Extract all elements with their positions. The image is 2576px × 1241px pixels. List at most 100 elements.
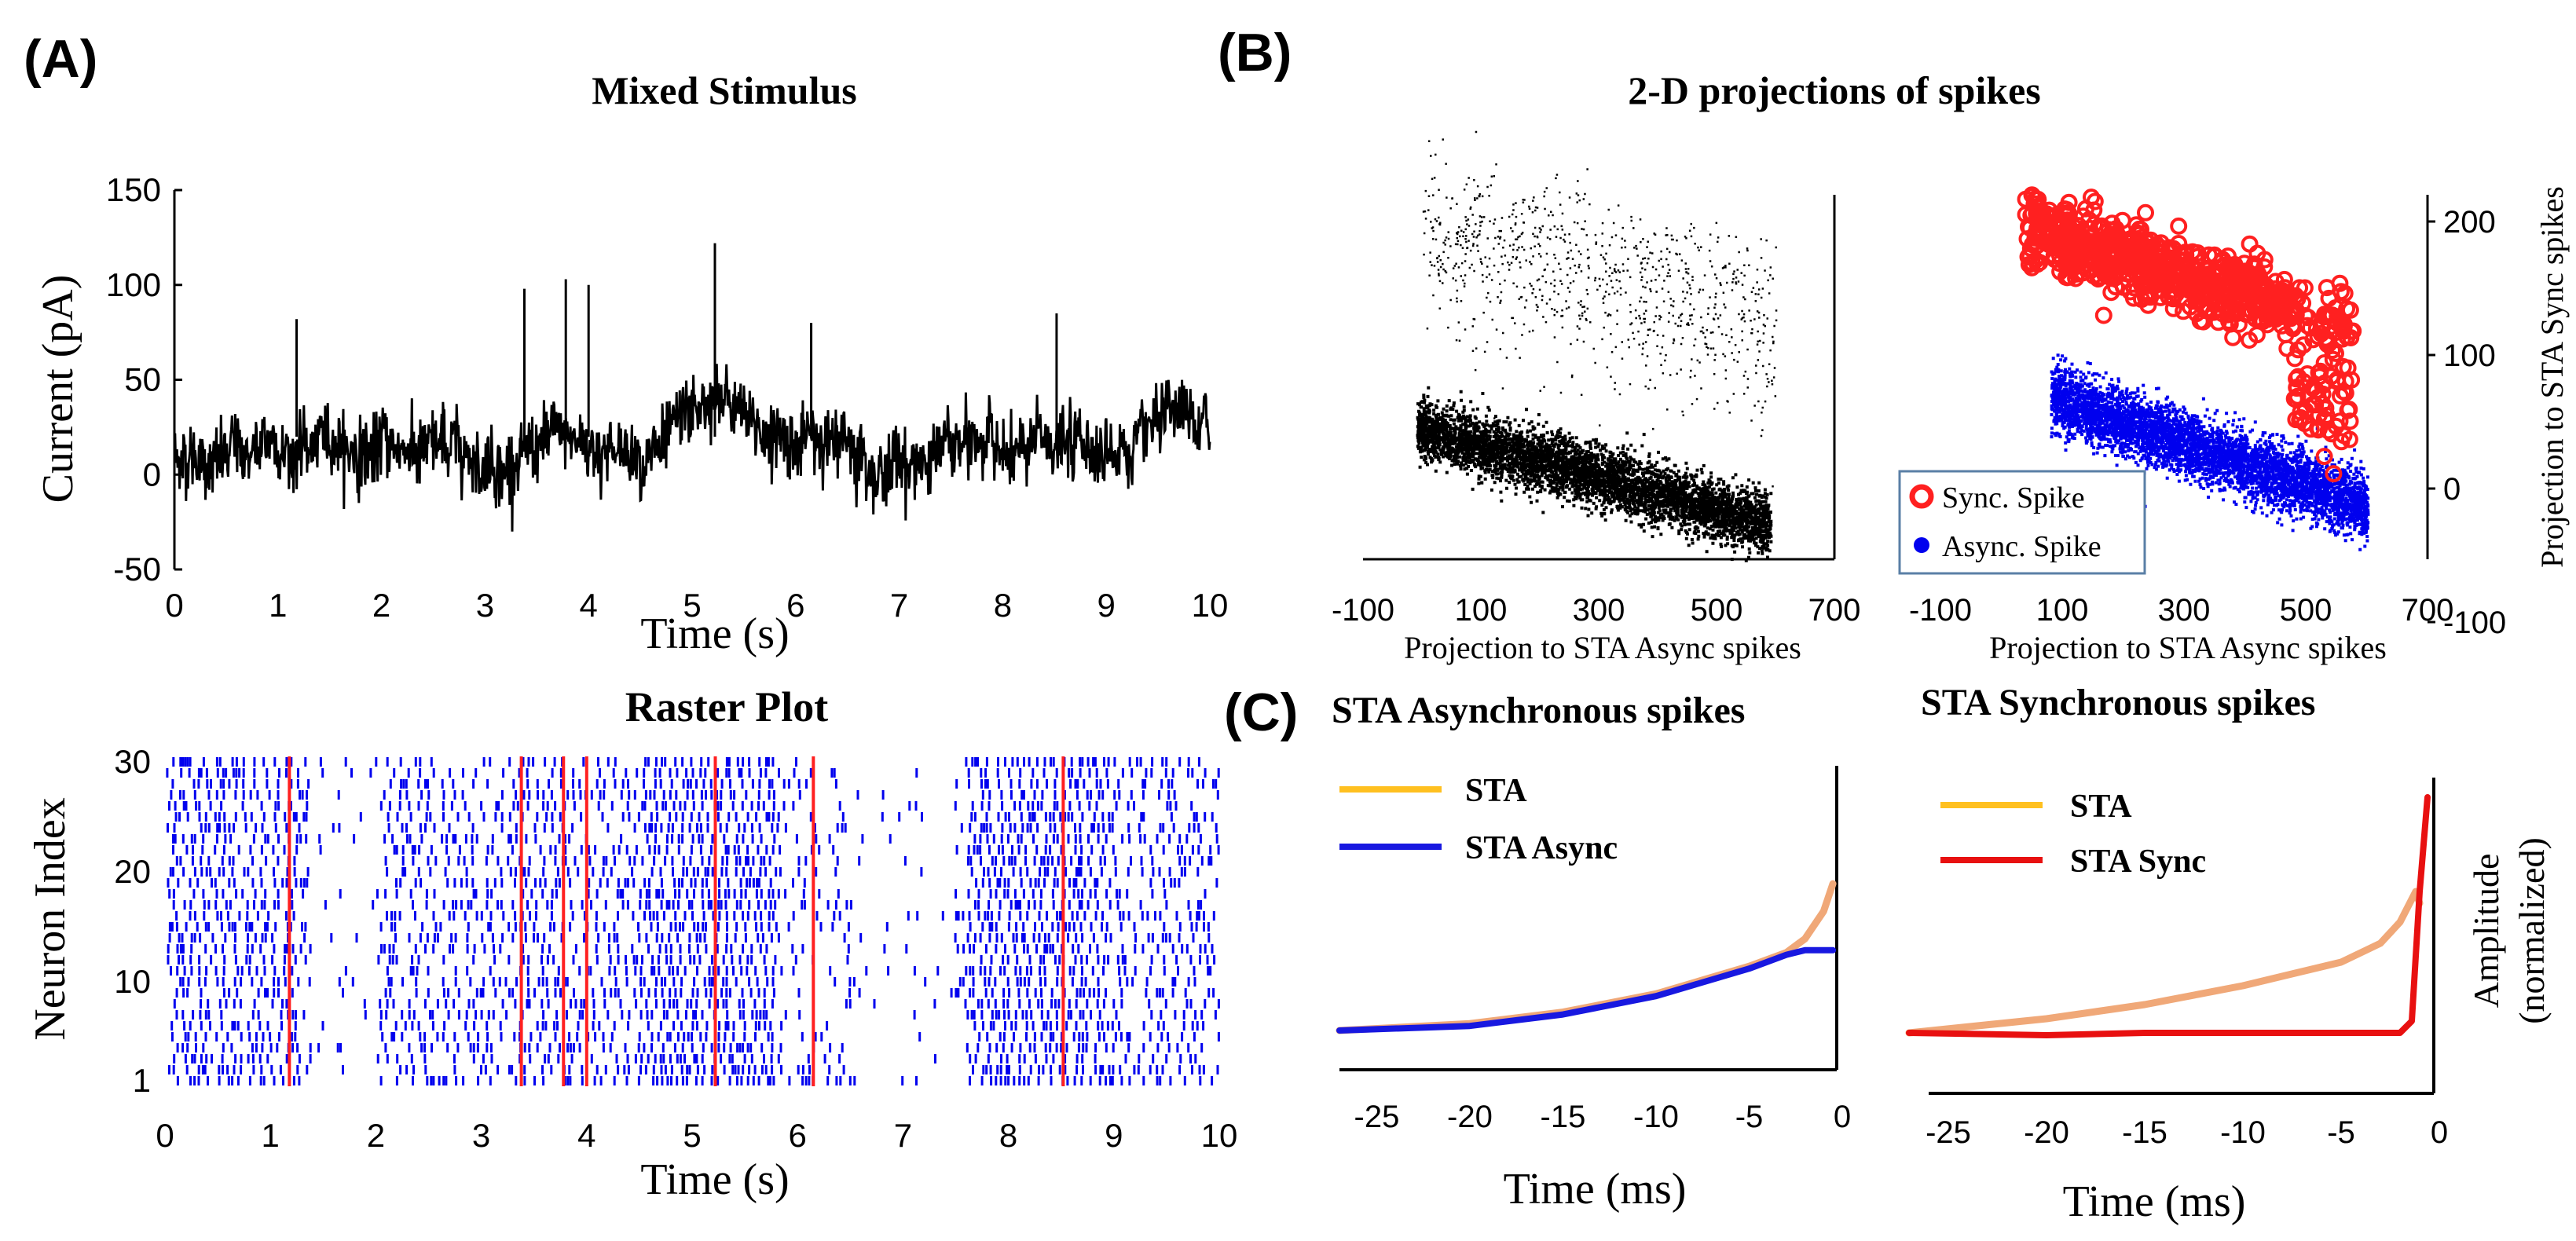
projection-left-ticks: -100 100 300 500 700 (1332, 593, 1860, 628)
legend-box (1898, 470, 2146, 575)
raster-spikes (166, 756, 1220, 1086)
sta-sync-line-0 (1905, 888, 2424, 1037)
raster-xtick: 2 (367, 1117, 385, 1154)
stimulus-xtick: 9 (1097, 587, 1116, 624)
projection-right-async-dots (2050, 353, 2370, 551)
raster-xlabel: Time (s) (640, 1155, 789, 1204)
raster-async-spikes (166, 757, 1220, 1085)
projection-left-xtick: 500 (1691, 593, 1743, 628)
sta-async-xtick: 0 (1834, 1100, 1851, 1134)
raster-ylabel: Neuron Index (26, 797, 75, 1040)
stimulus-xtick: 0 (165, 587, 183, 624)
stimulus-xtick: 4 (580, 587, 598, 624)
sta-async-lines (1336, 880, 1837, 1034)
sta-sync-xtick: -5 (2327, 1115, 2355, 1150)
sta-sync-xtick: -25 (1926, 1115, 1971, 1150)
stimulus-spikes (295, 243, 1058, 437)
stimulus-ylabel: Current (pA) (34, 275, 82, 503)
raster-ytick: 10 (114, 963, 151, 1000)
sta-async-legend-sta-label: STA (1465, 773, 1527, 809)
raster-xtick: 0 (156, 1117, 174, 1154)
sta-sync-ylabel-line2: (normalized) (2512, 837, 2552, 1024)
raster-xtick: 4 (577, 1117, 595, 1154)
projection-right-points (2017, 186, 2370, 551)
stimulus-ytick: 0 (143, 456, 161, 492)
projection-right-ytick: 200 (2443, 205, 2496, 240)
projection-right-xtick: 300 (2158, 593, 2211, 628)
projection-left-points (1416, 130, 1778, 562)
sta-async-line-1 (1336, 946, 1837, 1034)
projection-left-xtick: 700 (1808, 593, 1861, 628)
projection-right-ytick: 0 (2443, 472, 2461, 507)
sta-async-xtick: -5 (1735, 1100, 1764, 1134)
panel-label-c: (C) (1224, 683, 1298, 742)
stimulus-xtick: 8 (994, 587, 1012, 624)
stimulus-xtick: 7 (890, 587, 908, 624)
sta-async-chart: STA Asynchronous spikes -25 -20 -15 -10 -5 0 … (1332, 690, 1851, 1214)
raster-xtick: 6 (789, 1117, 807, 1154)
sta-sync-chart: STA Synchronous spikes -25 -20 -15 -10 -5 0 T… (1905, 682, 2552, 1226)
raster-xtick: 8 (999, 1117, 1017, 1154)
projection-right-ytick: -100 (2443, 606, 2506, 640)
projection-left-chart: -100 100 300 500 700 Projection to STA Async… (1332, 130, 1860, 665)
sta-sync-title: STA Synchronous spikes (1921, 682, 2315, 723)
stimulus-trace (173, 364, 1211, 532)
legend-async-marker (1914, 537, 1929, 553)
stimulus-title: Mixed Stimulus (592, 68, 857, 112)
stimulus-xlabel: Time (s) (640, 610, 789, 658)
stimulus-xtick: 5 (683, 587, 701, 624)
projection-right-ytick: 100 (2443, 339, 2496, 373)
projection-right-ylabel: Projection to STA Sync spikes (2534, 186, 2570, 568)
stimulus-xtick: 1 (269, 587, 287, 624)
raster-xtick: 7 (894, 1117, 912, 1154)
raster-xtick: 1 (262, 1117, 280, 1154)
stimulus-ytick: 50 (124, 361, 161, 398)
raster-xtick: 3 (472, 1117, 490, 1154)
stimulus-xtick: 10 (1192, 587, 1229, 624)
sta-sync-xtick: 0 (2431, 1115, 2448, 1150)
panel-label-b: (B) (1218, 23, 1292, 82)
raster-xtick: 5 (683, 1117, 701, 1154)
sta-async-ticks: -25 -20 -15 -10 -5 0 (1354, 1100, 1852, 1134)
sta-async-title: STA Asynchronous spikes (1332, 690, 1745, 731)
projections-title: 2-D projections of spikes (1628, 68, 2040, 112)
raster-ytick: 1 (133, 1062, 151, 1099)
sta-async-legend-async-label: STA Async (1465, 830, 1618, 866)
sta-async-xtick: -20 (1447, 1100, 1493, 1134)
stimulus-ytick: 150 (106, 171, 161, 208)
sta-sync-lines (1905, 794, 2431, 1038)
legend-sync-label: Sync. Spike (1942, 481, 2085, 514)
projection-left-xtick: 300 (1573, 593, 1625, 628)
raster-xtick: 9 (1105, 1117, 1123, 1154)
raster-title: Raster Plot (625, 683, 828, 730)
projection-left-xtick: 100 (1455, 593, 1508, 628)
sta-sync-xtick: -10 (2220, 1115, 2266, 1150)
sta-sync-line-1 (1906, 794, 2431, 1038)
raster-ytick: 20 (114, 853, 151, 890)
sta-sync-legend-sync-label: STA Sync (2070, 844, 2206, 880)
stimulus-ytick: -50 (113, 551, 161, 588)
raster-xtick: 10 (1201, 1117, 1238, 1154)
stimulus-xtick: 2 (372, 587, 390, 624)
legend-async-label: Async. Spike (1942, 530, 2101, 563)
sta-sync-ticks: -25 -20 -15 -10 -5 0 (1926, 1115, 2448, 1150)
projection-right-xtick: 500 (2280, 593, 2332, 628)
sta-sync-legend-sta-label: STA (2070, 789, 2132, 825)
stimulus-xtick: 3 (476, 587, 494, 624)
legend-sync-marker (1909, 484, 1934, 509)
projection-legend: Sync. Spike Async. Spike (1898, 470, 2146, 575)
stimulus-chart: Mixed Stimulus Current (pA) Time (s) 0 1 2… (34, 68, 1228, 658)
projection-right-sync-circles (2017, 186, 2362, 483)
sta-sync-xlabel: Time (ms) (2063, 1177, 2246, 1226)
panel-label-a: (A) (24, 29, 97, 89)
projection-left-xlabel: Projection to STA Async spikes (1404, 630, 1801, 665)
sta-async-xtick: -10 (1633, 1100, 1679, 1134)
sta-async-xtick: -25 (1354, 1100, 1400, 1134)
stimulus-xtick: 6 (786, 587, 804, 624)
projection-left-dots (1416, 130, 1778, 562)
